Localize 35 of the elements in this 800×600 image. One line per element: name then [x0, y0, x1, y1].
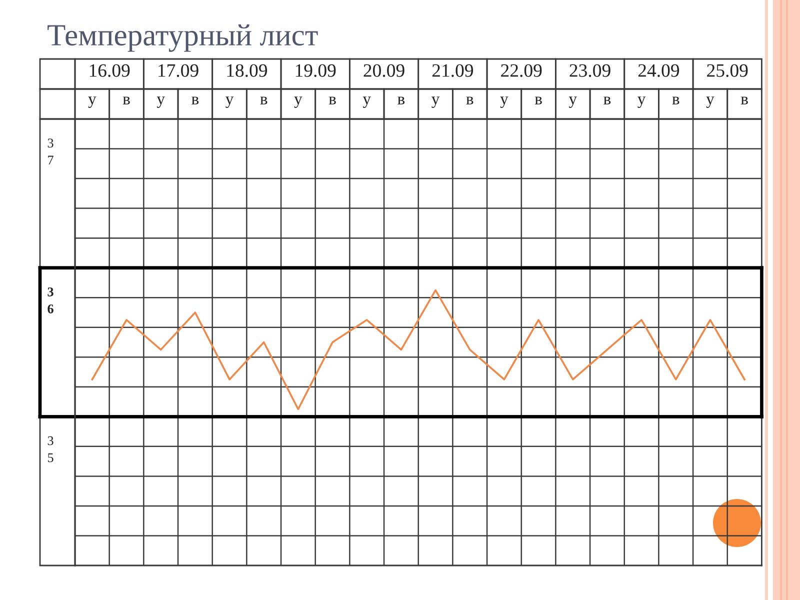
- x-tick-label: у: [706, 96, 714, 108]
- y-tick-label: 3 7: [48, 138, 54, 164]
- x-tick-label: в: [604, 96, 611, 104]
- x2-tick-label: 20.09: [364, 64, 404, 77]
- x-tick-label: в: [398, 96, 405, 104]
- x-tick-label: у: [432, 96, 440, 108]
- x-tick-label: в: [672, 96, 680, 104]
- x-tick-label: в: [534, 96, 542, 104]
- line-series: [91, 289, 746, 410]
- x-tick-label: в: [122, 96, 130, 104]
- x-tick-label: у: [156, 96, 165, 108]
- x-tick-label: у: [88, 96, 96, 108]
- x-tick-label: у: [500, 96, 508, 108]
- x2-tick-label: 21.09: [432, 64, 474, 77]
- x2-tick-label: 24.09: [638, 64, 680, 77]
- x-tick-label: у: [294, 96, 302, 108]
- x2-tick-label: 18.09: [227, 64, 267, 77]
- x2-tick-label: 25.09: [707, 64, 748, 77]
- x-tick-label: в: [466, 96, 474, 104]
- x-tick-label: в: [328, 96, 336, 104]
- x-tick-label: у: [226, 96, 234, 108]
- y-tick-label: 3 6: [48, 287, 54, 314]
- x2-tick-label: 23.09: [570, 64, 610, 77]
- x2-tick-label: 22.09: [501, 64, 542, 77]
- x-tick-label: у: [568, 96, 577, 108]
- chart-title: Температурный лист: [48, 24, 318, 52]
- x2-tick-label: 19.09: [296, 64, 336, 77]
- x-tick-label: у: [638, 96, 646, 108]
- x2-tick-label: 17.09: [158, 64, 198, 77]
- x-tick-label: у: [362, 96, 371, 108]
- x2-tick-label: 16.09: [90, 64, 130, 77]
- x-tick-label: в: [192, 96, 199, 104]
- x-tick-label: в: [740, 96, 748, 104]
- x-tick-label: в: [260, 96, 268, 104]
- y-tick-label: 3 5: [48, 436, 54, 462]
